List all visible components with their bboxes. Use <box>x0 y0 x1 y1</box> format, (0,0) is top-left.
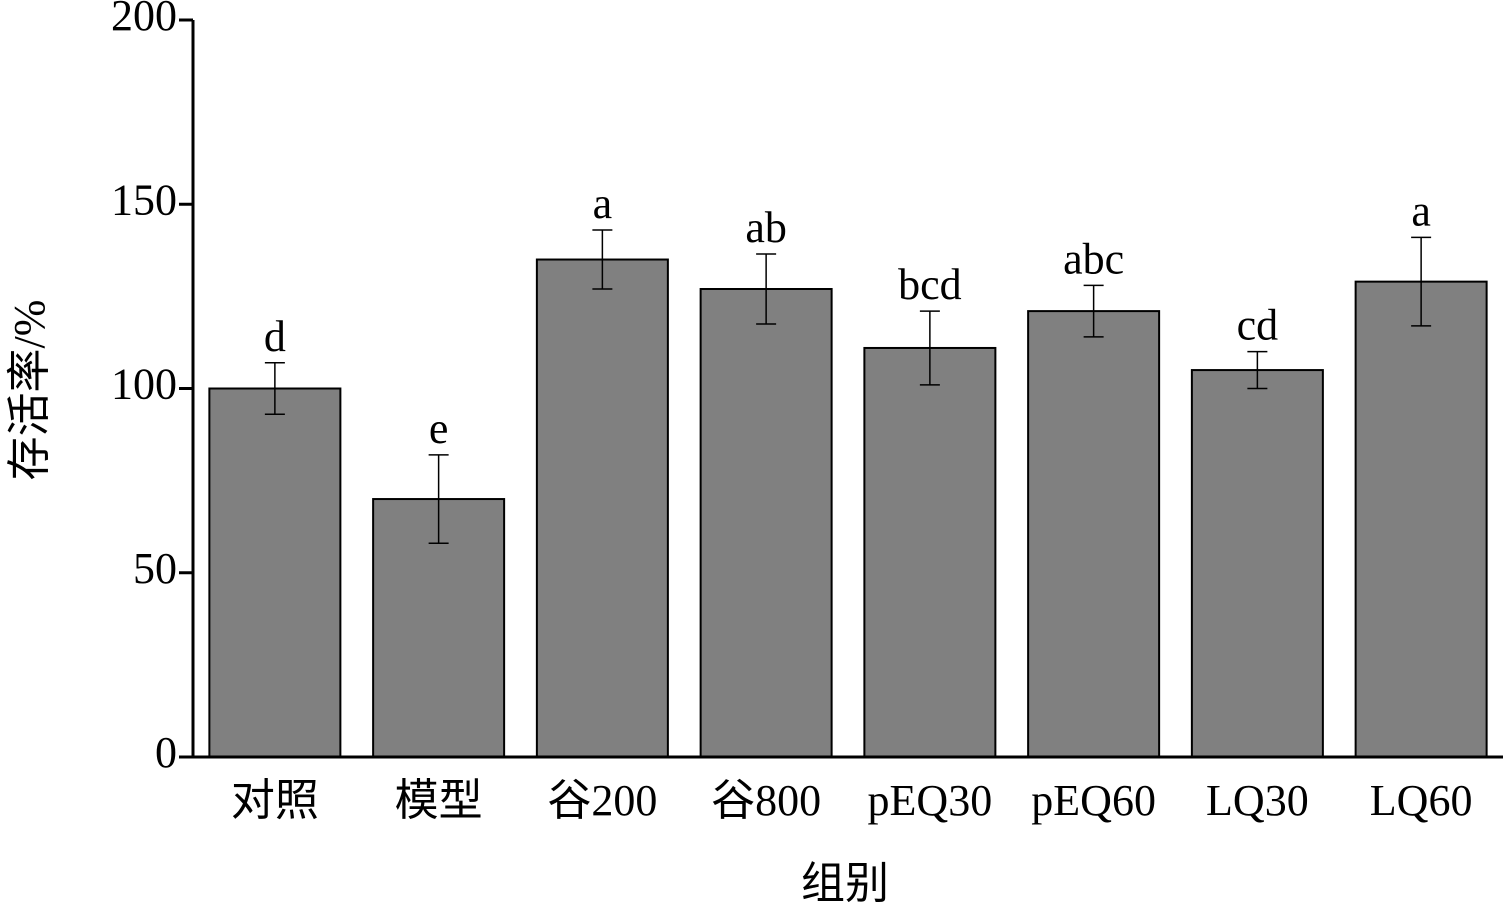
y-tick-label: 0 <box>155 728 177 777</box>
significance-label: d <box>264 312 286 361</box>
y-tick-label: 200 <box>111 0 177 40</box>
y-tick-label: 50 <box>133 544 177 593</box>
x-tick-label: pEQ60 <box>1031 776 1156 825</box>
y-tick-label: 100 <box>111 360 177 409</box>
significance-label: cd <box>1237 301 1279 350</box>
bar <box>535 258 669 758</box>
x-tick-label: 谷800 <box>711 776 821 825</box>
bar <box>1027 310 1161 758</box>
error-bar <box>1411 236 1432 327</box>
significance-label: a <box>1411 187 1431 236</box>
significance-label: ab <box>745 203 787 252</box>
bar <box>699 288 833 758</box>
x-axis-label: 组别 <box>801 859 889 908</box>
error-bar <box>428 454 449 545</box>
error-bar <box>264 361 285 416</box>
error-bar <box>919 310 940 386</box>
error-bar <box>1247 350 1268 390</box>
significance-label: bcd <box>898 260 962 309</box>
significance-label: a <box>593 179 613 228</box>
y-tick-label: 150 <box>111 175 177 224</box>
x-tick-label: LQ30 <box>1206 776 1309 825</box>
bar <box>863 346 997 758</box>
error-bar <box>592 229 613 290</box>
x-tick-label: 对照 <box>231 776 319 825</box>
x-tick-label: 模型 <box>395 776 483 825</box>
x-tick-label: 谷200 <box>547 776 657 825</box>
significance-label: abc <box>1063 234 1124 283</box>
bar <box>1354 280 1488 758</box>
y-axis-label: 存活率/% <box>5 300 54 481</box>
bar <box>1190 369 1324 758</box>
error-bar <box>756 253 777 325</box>
x-tick-label: pEQ30 <box>868 776 993 825</box>
bar <box>208 387 342 758</box>
significance-label: e <box>429 404 449 453</box>
x-tick-label: LQ60 <box>1370 776 1473 825</box>
error-bar <box>1083 284 1104 338</box>
